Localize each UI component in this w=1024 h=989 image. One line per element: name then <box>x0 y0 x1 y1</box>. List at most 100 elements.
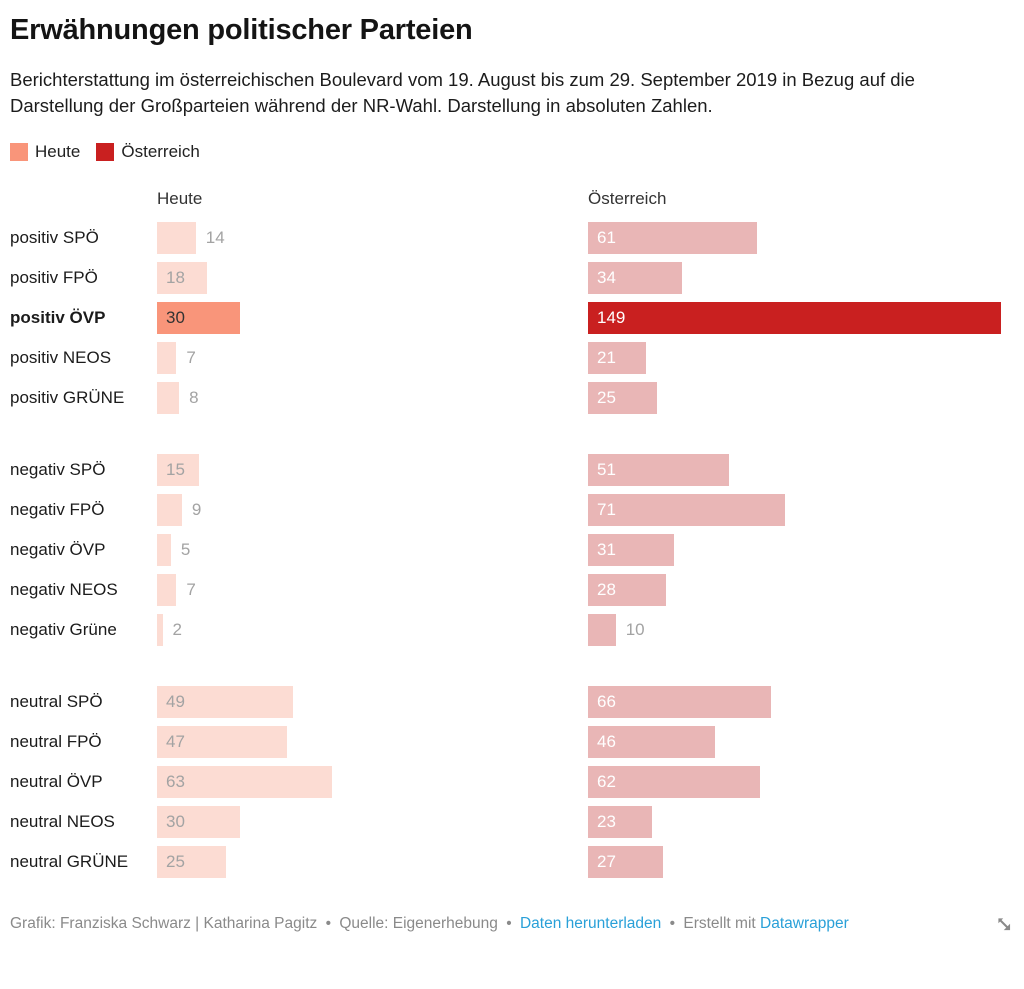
chart-row: negativ FPÖ 9 71 <box>10 494 1014 526</box>
row-label: negativ ÖVP <box>10 540 106 559</box>
oesterreich-value: 28 <box>597 580 616 599</box>
oesterreich-bar: 28 <box>588 574 666 606</box>
legend-label-heute: Heute <box>35 142 81 161</box>
row-label: positiv NEOS <box>10 348 112 367</box>
heute-value: 9 <box>191 500 202 519</box>
row-label: positiv ÖVP <box>10 308 106 327</box>
heute-bar-cell: 47 <box>157 726 588 758</box>
row-label: negativ SPÖ <box>10 460 106 479</box>
oesterreich-bar: 62 <box>588 766 760 798</box>
bar-group-positiv: positiv SPÖ 14 61 positiv FPÖ 18 34 positiv ÖV… <box>10 222 1014 414</box>
legend-item-oesterreich: Österreich <box>96 142 200 162</box>
oesterreich-bar: 71 <box>588 494 785 526</box>
oesterreich-bar-cell: 10 <box>588 614 1014 646</box>
row-label: neutral FPÖ <box>10 732 102 751</box>
legend-label-oesterreich: Österreich <box>121 142 200 161</box>
legend-swatch-heute <box>10 143 28 161</box>
chart-row: neutral NEOS 30 23 <box>10 806 1014 838</box>
footer: Grafik: Franziska Schwarz | Katharina Pa… <box>10 915 1014 933</box>
heute-bar-cell: 8 <box>157 382 588 414</box>
oesterreich-value: 61 <box>597 228 616 247</box>
heute-bar: 30 <box>157 806 241 838</box>
oesterreich-bar: 149 <box>588 302 1001 334</box>
oesterreich-bar-cell: 31 <box>588 534 1014 566</box>
chart-description: Berichterstattung im österreichischen Bo… <box>10 69 915 116</box>
footer-separator: • <box>506 915 512 932</box>
heute-bar-cell: 63 <box>157 766 588 798</box>
row-label: positiv SPÖ <box>10 228 99 247</box>
resize-arrow-icon[interactable] <box>996 916 1012 932</box>
legend: Heute Österreich <box>10 142 1014 162</box>
heute-bar: 49 <box>157 686 293 718</box>
chart-row: negativ SPÖ 15 51 <box>10 454 1014 486</box>
heute-bar <box>157 494 182 526</box>
heute-bar <box>157 614 163 646</box>
row-label: negativ FPÖ <box>10 500 105 519</box>
heute-bar-cell: 30 <box>157 302 588 334</box>
download-data-link[interactable]: Daten herunterladen <box>519 915 662 932</box>
footer-separator: • <box>325 915 332 932</box>
heute-bar-cell: 30 <box>157 806 588 838</box>
split-bar-chart: Heute Österreich positiv SPÖ 14 61 positiv … <box>10 189 1014 878</box>
heute-value: 47 <box>166 732 185 751</box>
page-title: Erwähnungen politischer Parteien <box>10 14 473 46</box>
bar-group-neutral: neutral SPÖ 49 66 neutral FPÖ 47 46 neutral ÖV… <box>10 686 1014 878</box>
chart-row: neutral ÖVP 63 62 <box>10 766 1014 798</box>
heute-bar <box>157 222 196 254</box>
footer-credit: Grafik: Franziska Schwarz | Katharina Pa… <box>10 915 318 932</box>
oesterreich-bar: 27 <box>588 846 663 878</box>
oesterreich-bar: 46 <box>588 726 716 758</box>
legend-swatch-oesterreich <box>96 143 115 161</box>
legend-item-heute: Heute <box>10 142 80 162</box>
oesterreich-bar-cell: 66 <box>588 686 1014 718</box>
oesterreich-bar <box>588 614 616 646</box>
chart-container: Erwähnungen politischer Parteien Bericht… <box>10 14 1014 933</box>
heute-value: 8 <box>189 388 199 407</box>
oesterreich-bar-cell: 71 <box>588 494 1014 526</box>
heute-value: 63 <box>166 772 185 791</box>
oesterreich-bar: 31 <box>588 534 674 566</box>
oesterreich-value: 21 <box>597 348 616 367</box>
column-headers: Heute Österreich <box>10 189 1014 209</box>
heute-value: 49 <box>166 692 185 711</box>
row-label: positiv FPÖ <box>10 268 98 287</box>
oesterreich-bar-cell: 23 <box>588 806 1014 838</box>
row-label: neutral NEOS <box>10 812 115 831</box>
oesterreich-bar-cell: 27 <box>588 846 1014 878</box>
heute-bar: 30 <box>157 302 241 334</box>
oesterreich-bar-cell: 61 <box>588 222 1014 254</box>
heute-bar-cell: 14 <box>157 222 588 254</box>
heute-bar: 25 <box>157 846 227 878</box>
oesterreich-value: 27 <box>597 852 616 871</box>
chart-row: neutral SPÖ 49 66 <box>10 686 1014 718</box>
oesterreich-value: 25 <box>597 388 616 407</box>
oesterreich-bar: 25 <box>588 382 658 414</box>
heute-bar-cell: 15 <box>157 454 588 486</box>
oesterreich-bar-cell: 46 <box>588 726 1014 758</box>
row-label: negativ NEOS <box>10 580 118 599</box>
oesterreich-bar: 34 <box>588 262 683 294</box>
oesterreich-bar: 23 <box>588 806 652 838</box>
chart-row: positiv NEOS 7 21 <box>10 342 1014 374</box>
oesterreich-bar: 61 <box>588 222 757 254</box>
heute-value: 14 <box>205 228 225 247</box>
heute-bar-cell: 7 <box>157 574 588 606</box>
heute-bar-cell: 9 <box>157 494 588 526</box>
oesterreich-bar-cell: 62 <box>588 766 1014 798</box>
oesterreich-bar-cell: 51 <box>588 454 1014 486</box>
column-header-heute: Heute <box>157 189 203 208</box>
heute-bar: 18 <box>157 262 207 294</box>
chart-row: neutral GRÜNE 25 27 <box>10 846 1014 878</box>
heute-value: 2 <box>172 620 182 639</box>
oesterreich-value: 71 <box>597 500 616 519</box>
row-label: neutral SPÖ <box>10 692 103 711</box>
oesterreich-bar-cell: 149 <box>588 302 1014 334</box>
datawrapper-link[interactable]: Datawrapper <box>760 915 849 932</box>
oesterreich-bar-cell: 34 <box>588 262 1014 294</box>
chart-row: positiv ÖVP 30 149 <box>10 302 1014 334</box>
heute-bar-cell: 7 <box>157 342 588 374</box>
footer-created-with: Erstellt mit <box>683 915 756 932</box>
row-label: negativ Grüne <box>10 620 117 639</box>
oesterreich-value: 62 <box>597 772 616 791</box>
row-label: neutral GRÜNE <box>10 852 129 871</box>
